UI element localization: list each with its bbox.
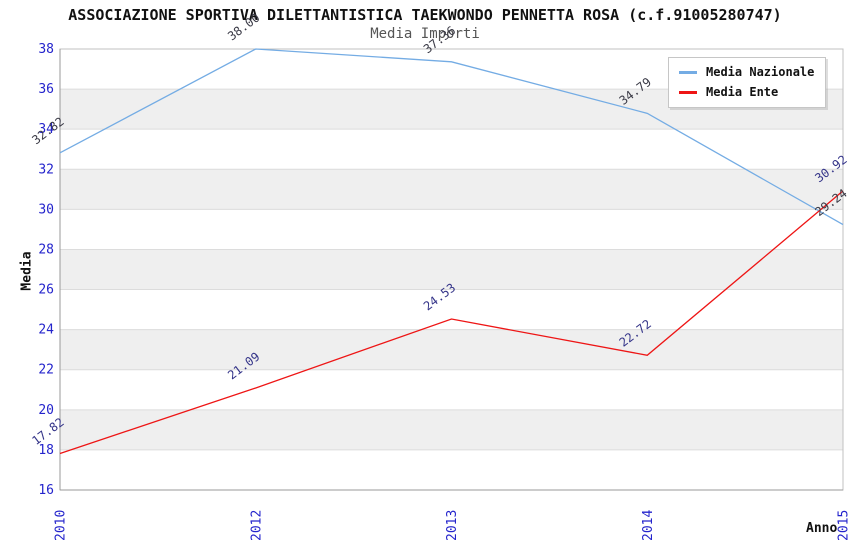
grid-band bbox=[60, 369, 843, 410]
y-tick-label: 18 bbox=[38, 443, 54, 458]
legend: Media Nazionale Media Ente bbox=[668, 57, 827, 108]
legend-item-media-nazionale: Media Nazionale bbox=[679, 65, 814, 79]
y-tick-label: 24 bbox=[38, 323, 54, 338]
legend-label: Media Ente bbox=[706, 85, 779, 99]
y-tick-label: 36 bbox=[38, 82, 54, 97]
grid-band bbox=[60, 449, 843, 490]
grid-band bbox=[60, 329, 843, 370]
chart-title: ASSOCIAZIONE SPORTIVA DILETTANTISTICA TA… bbox=[68, 6, 782, 24]
x-tick-label: 2010 bbox=[54, 510, 69, 541]
grid-band bbox=[60, 409, 843, 450]
grid-band bbox=[60, 129, 843, 170]
x-tick-label: 2013 bbox=[445, 510, 460, 541]
y-tick-label: 22 bbox=[38, 363, 54, 378]
chart-subtitle: Media Importi bbox=[370, 26, 480, 42]
y-tick-label: 34 bbox=[38, 122, 54, 137]
legend-item-media-ente: Media Ente bbox=[679, 85, 814, 99]
line-swatch-icon bbox=[679, 90, 697, 94]
y-tick-label: 28 bbox=[38, 242, 54, 257]
x-axis-title: Anno bbox=[806, 521, 838, 536]
x-tick-label: 2015 bbox=[837, 510, 850, 541]
grid-band bbox=[60, 169, 843, 210]
x-tick-label: 2014 bbox=[641, 510, 656, 541]
y-tick-label: 20 bbox=[38, 403, 54, 418]
y-tick-label: 32 bbox=[38, 162, 54, 177]
data-point-label-media-nazionale: 38.00 bbox=[225, 10, 262, 43]
series-line-media-ente bbox=[59, 190, 844, 455]
y-tick-label: 26 bbox=[38, 283, 54, 298]
grid-band bbox=[60, 289, 843, 330]
x-tick-label: 2012 bbox=[249, 510, 264, 541]
y-tick-label: 38 bbox=[38, 42, 54, 57]
y-tick-label: 30 bbox=[38, 202, 54, 217]
grid-band bbox=[60, 209, 843, 250]
y-axis-title: Media bbox=[19, 251, 35, 291]
legend-label: Media Nazionale bbox=[706, 65, 815, 79]
line-swatch-icon bbox=[679, 70, 697, 74]
series-line-media-nazionale bbox=[59, 48, 844, 226]
y-tick-label: 16 bbox=[38, 483, 54, 498]
grid-band bbox=[60, 249, 843, 290]
